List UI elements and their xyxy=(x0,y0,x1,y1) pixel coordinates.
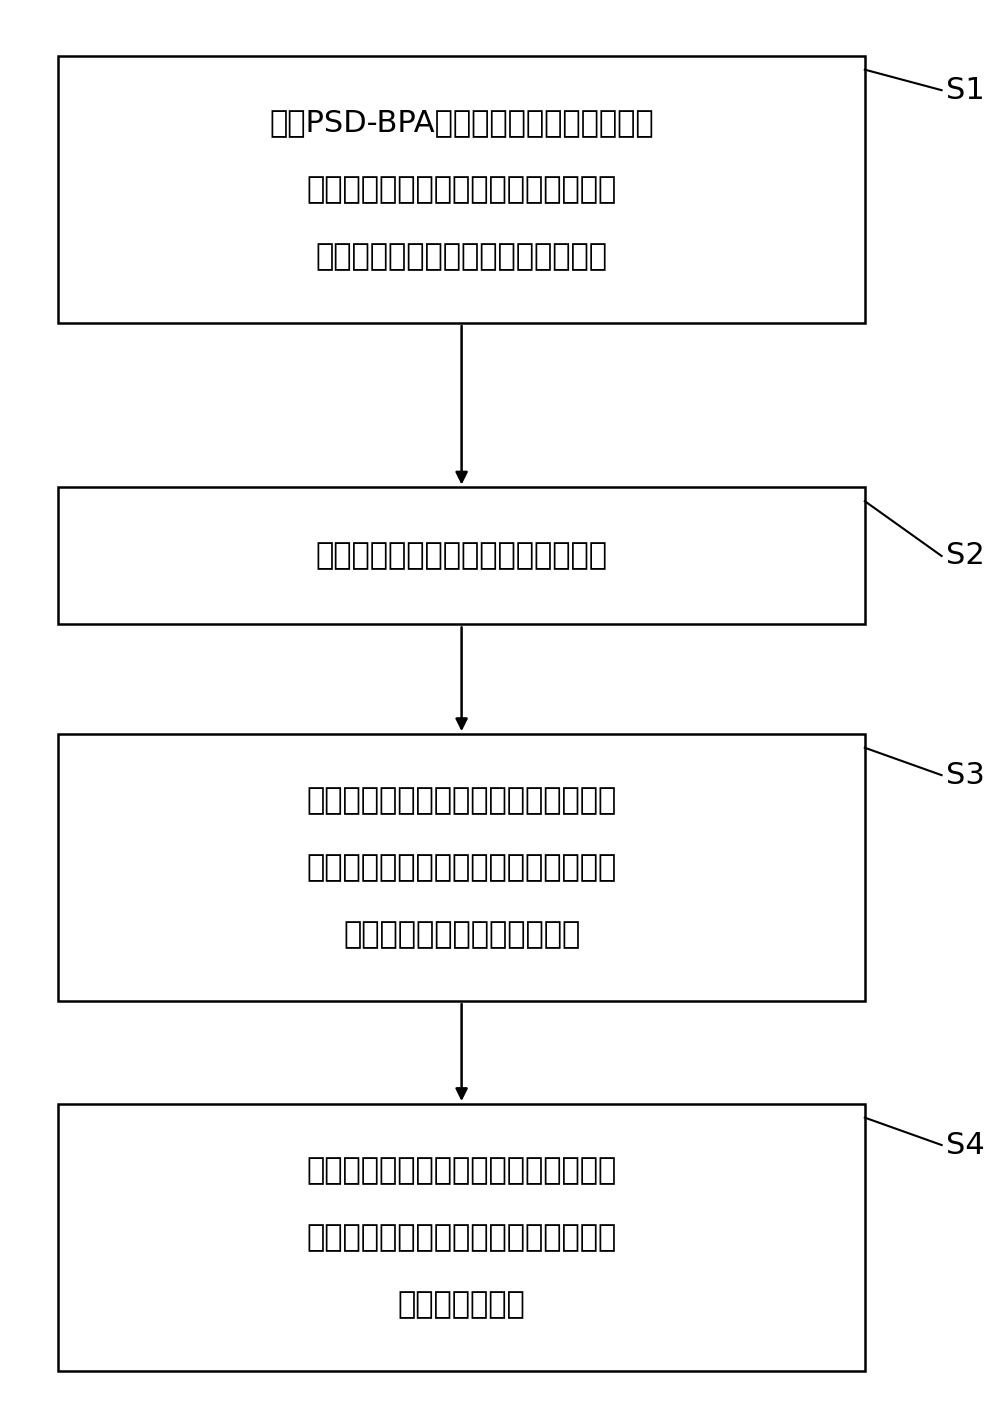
Text: 结合日前发电计划，确定分布式串联补: 结合日前发电计划，确定分布式串联补 xyxy=(306,1156,617,1186)
Text: 本电网新能源的特点安排新能源大发: 本电网新能源的特点安排新能源大发 xyxy=(316,241,608,271)
Bar xyxy=(58,733,865,1002)
Text: S3: S3 xyxy=(946,761,985,789)
Text: 利用PSD-BPA软件建立对应研究典型大方: 利用PSD-BPA软件建立对应研究典型大方 xyxy=(269,108,654,137)
Text: 式的电网仿真数据模型，在方式中根据: 式的电网仿真数据模型，在方式中根据 xyxy=(306,176,617,204)
Bar xyxy=(58,1104,865,1371)
Text: 偿装置的投运计划，得到满足绿色调度: 偿装置的投运计划，得到满足绿色调度 xyxy=(306,1223,617,1251)
Bar xyxy=(58,56,865,323)
Text: 的最优运行方案: 的最优运行方案 xyxy=(398,1290,525,1319)
Text: 输电阻塞，利用分布式串联补偿装置分: 输电阻塞，利用分布式串联补偿装置分 xyxy=(306,853,617,882)
Text: 针对由于潮流分布严重不均衡而导致的: 针对由于潮流分布严重不均衡而导致的 xyxy=(306,786,617,815)
Text: S2: S2 xyxy=(946,541,985,571)
Text: 计算潮流，查找输电阻塞并分析原因: 计算潮流，查找输电阻塞并分析原因 xyxy=(316,541,608,571)
Text: S1: S1 xyxy=(946,76,985,104)
Text: S4: S4 xyxy=(946,1130,985,1160)
Bar xyxy=(58,488,865,625)
Text: 析出优化潮流的最佳补偿方案: 析出优化潮流的最佳补偿方案 xyxy=(343,920,580,949)
